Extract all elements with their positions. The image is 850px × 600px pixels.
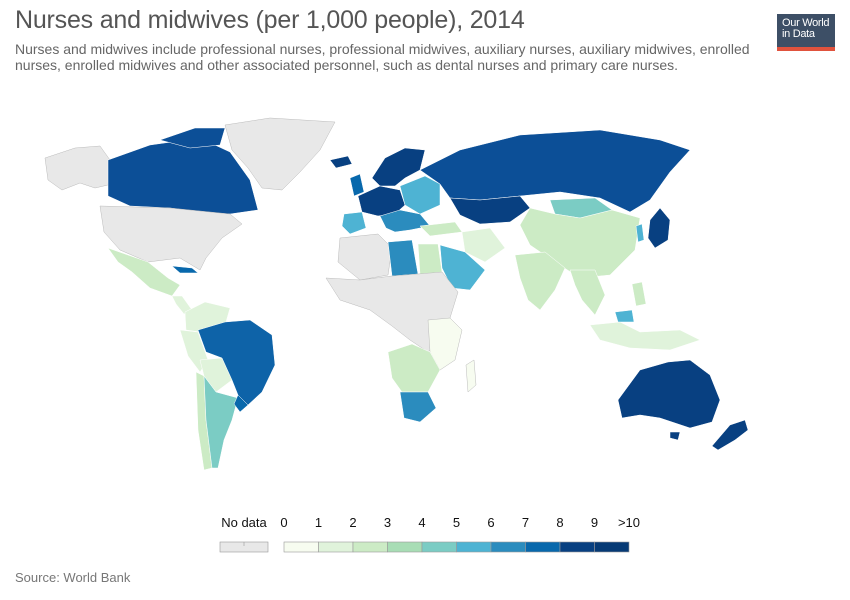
region-philippines[interactable] [631, 281, 647, 307]
legend-bin-9[interactable] [594, 541, 630, 553]
region-southeast-asia[interactable] [569, 269, 606, 316]
legend-bin-3[interactable] [387, 541, 423, 553]
region-eastern-europe[interactable] [399, 175, 441, 215]
logo-line-2: in Data [782, 28, 815, 40]
legend-bin-4[interactable] [421, 541, 457, 553]
legend-tick-label-4: 4 [418, 515, 425, 530]
logo-line-1: Our World [782, 17, 830, 29]
region-uk[interactable] [349, 173, 365, 197]
region-libya[interactable] [387, 239, 419, 277]
legend-tick-label-1: 1 [315, 515, 322, 530]
legend-bin-6[interactable] [490, 541, 526, 553]
region-iberia[interactable] [341, 211, 367, 235]
legend-tick-label-8: 8 [556, 515, 563, 530]
region-indonesia[interactable] [589, 321, 701, 351]
legend-bin-0[interactable] [283, 541, 319, 553]
legend-tick-label-10: >10 [618, 515, 640, 530]
legend-tick-label-6: 6 [487, 515, 494, 530]
region-malaysia[interactable] [614, 309, 635, 323]
region-central-asia[interactable] [449, 195, 531, 225]
region-tasmania[interactable] [669, 431, 681, 441]
color-legend: No data 0 1 2 3 4 5 6 7 8 9 >10 [219, 515, 640, 553]
region-greenland[interactable] [224, 117, 336, 191]
legend-bin-8[interactable] [559, 541, 595, 553]
legend-bin-2[interactable] [352, 541, 388, 553]
region-iceland[interactable] [329, 155, 353, 169]
legend-tick-label-9: 9 [591, 515, 598, 530]
region-japan[interactable] [647, 207, 671, 249]
legend-no-data-label: No data [221, 515, 267, 530]
region-saudi-arabia[interactable] [439, 244, 486, 291]
legend-bin-5[interactable] [456, 541, 492, 553]
region-australia[interactable] [617, 359, 721, 429]
owid-logo[interactable]: Our World in Data [777, 14, 835, 51]
region-western-europe[interactable] [357, 185, 406, 217]
region-india[interactable] [514, 251, 566, 311]
legend-bin-1[interactable] [318, 541, 354, 553]
region-usa[interactable] [99, 205, 243, 271]
legend-tick-label-7: 7 [522, 515, 529, 530]
region-argentina[interactable] [203, 375, 239, 469]
legend-bin-7[interactable] [525, 541, 561, 553]
region-korea[interactable] [635, 223, 645, 243]
world-map [44, 117, 749, 471]
region-iran[interactable] [461, 227, 506, 263]
legend-tick-label-5: 5 [453, 515, 460, 530]
region-egypt[interactable] [417, 243, 443, 275]
region-southern-europe[interactable] [379, 209, 431, 233]
source-note: Source: World Bank [15, 570, 131, 585]
region-brazil[interactable] [197, 319, 276, 406]
region-south-africa[interactable] [399, 391, 437, 423]
region-canada-arctic[interactable] [159, 127, 226, 149]
region-bolivia[interactable] [199, 357, 233, 393]
region-north-africa-west[interactable] [337, 233, 393, 281]
legend-tick-label-2: 2 [349, 515, 356, 530]
region-alaska[interactable] [44, 145, 111, 191]
chart-title: Nurses and midwives (per 1,000 people), … [15, 6, 525, 34]
legend-tick-label-3: 3 [384, 515, 391, 530]
region-southern-africa[interactable] [387, 343, 441, 393]
legend-scale: 0 1 2 3 4 5 6 7 8 9 >10 [280, 515, 640, 553]
region-new-zealand[interactable] [711, 419, 749, 451]
legend-tick-label-0: 0 [280, 515, 287, 530]
region-china[interactable] [519, 207, 641, 279]
region-cuba[interactable] [171, 265, 199, 274]
region-uruguay[interactable] [233, 394, 249, 413]
chart-subtitle: Nurses and midwives include professional… [15, 41, 750, 73]
region-madagascar[interactable] [465, 359, 477, 393]
